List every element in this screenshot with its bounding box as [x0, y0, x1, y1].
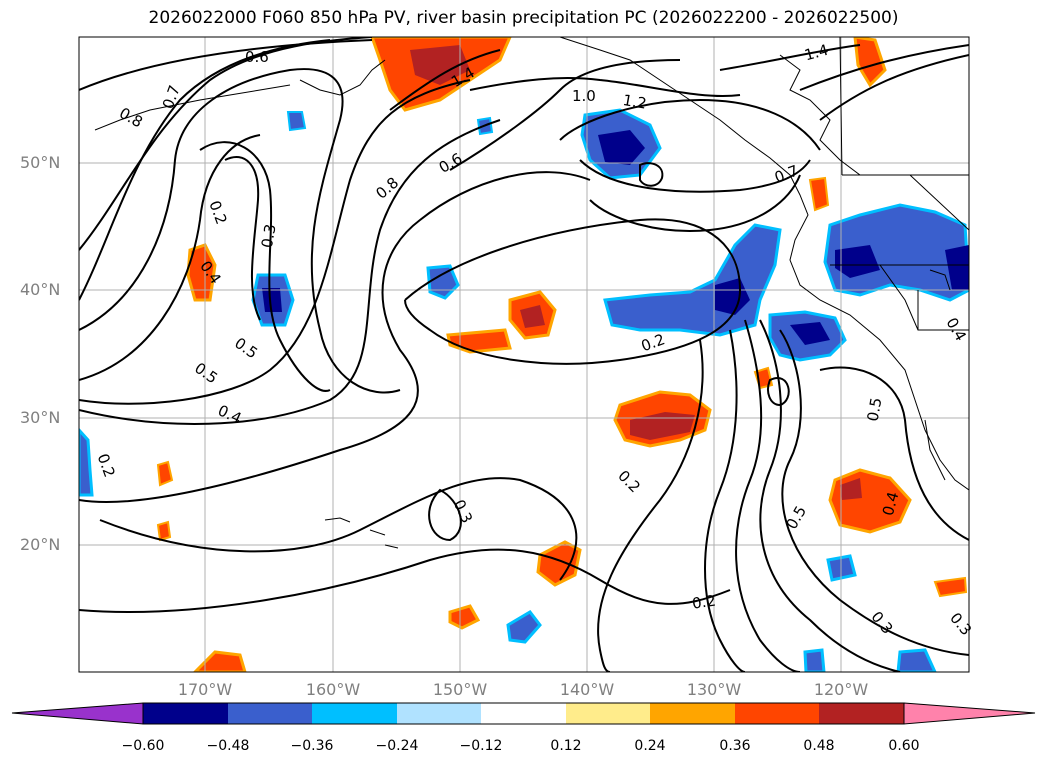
- colorbar-tick-label: 0.24: [634, 738, 666, 754]
- colorbar-extend-right: [903, 702, 1036, 725]
- colorbar-tick-label: −0.60: [121, 738, 165, 754]
- precip-blob: [896, 648, 937, 672]
- colorbar-segment: [566, 703, 650, 724]
- precip-blob: [598, 130, 645, 165]
- precip-blob: [426, 264, 460, 300]
- colorbar-segment: [228, 703, 312, 724]
- precip-blob: [715, 278, 750, 315]
- precip-blob: [945, 245, 969, 290]
- precip-blob: [853, 37, 887, 88]
- lon-label: 170°W: [177, 680, 233, 699]
- precip-blob: [286, 111, 307, 132]
- lon-label: 150°W: [432, 680, 488, 699]
- colorbar-tick-label: −0.24: [375, 738, 419, 754]
- lat-label: 30°N: [20, 408, 61, 427]
- contour-label: 0.5: [231, 334, 261, 362]
- contour-label: 0.2: [94, 451, 119, 480]
- precip-blob: [410, 45, 470, 85]
- precip-blob: [520, 305, 545, 328]
- contour-label: 1.0: [572, 87, 596, 105]
- precip-blob: [840, 478, 862, 500]
- contour-label: 0.4: [942, 314, 970, 344]
- coastlines: [94, 37, 969, 549]
- precip-blob: [536, 540, 582, 587]
- precip-blob: [156, 520, 172, 542]
- contour-label: 1.2: [621, 91, 648, 113]
- contour-label: 0.7: [159, 83, 184, 112]
- colorbar-segment: [819, 703, 904, 724]
- lat-label: 50°N: [20, 153, 61, 172]
- colorbar-tick-label: 0.48: [803, 738, 835, 754]
- contour-label: 0.5: [783, 503, 811, 533]
- contour-label: 1.4: [802, 41, 830, 65]
- contour-label: 0.8: [116, 104, 146, 132]
- precip-shading: [79, 37, 969, 672]
- contour-label: 0.8: [372, 174, 402, 203]
- precip-blob: [835, 245, 880, 278]
- contour-label: 0.5: [191, 359, 221, 387]
- colorbar-segment: [397, 703, 481, 724]
- precip-blob: [448, 604, 481, 630]
- colorbar-segment: [650, 703, 735, 724]
- colorbar-tick-label: 0.12: [550, 738, 582, 754]
- precip-blob: [933, 576, 968, 598]
- colorbar: [11, 702, 1036, 725]
- precip-blob: [603, 223, 782, 337]
- lon-label: 120°W: [813, 680, 869, 699]
- plot-frame: [78, 36, 970, 673]
- colorbar-segment: [312, 703, 397, 724]
- precip-blob: [630, 412, 695, 440]
- colorbar-extend-left: [11, 702, 144, 725]
- colorbar-segment: [143, 703, 228, 724]
- contour-label: 0.2: [691, 592, 717, 613]
- contour-label: 0.5: [864, 396, 886, 423]
- colorbar-segment: [735, 703, 819, 724]
- colorbar-frame: [142, 702, 905, 725]
- precip-blob: [446, 328, 512, 354]
- lat-label: 40°N: [20, 280, 61, 299]
- contour-label: 0.4: [879, 490, 903, 518]
- contour-label: 0.2: [205, 198, 230, 227]
- lon-label: 160°W: [305, 680, 361, 699]
- precip-blob: [262, 288, 282, 312]
- precip-blob: [192, 650, 247, 672]
- contour-label: 0.6: [245, 48, 269, 66]
- lon-label: 130°W: [686, 680, 742, 699]
- map-title: 2026022000 F060 850 hPa PV, river basin …: [148, 8, 899, 28]
- pv-contours: [79, 37, 969, 672]
- contour-label: 0.3: [946, 609, 975, 639]
- lat-label: 20°N: [20, 535, 61, 554]
- gridlines: [79, 37, 969, 672]
- colorbar-tick-label: −0.48: [206, 738, 250, 754]
- colorbar-tick-label: −0.12: [459, 738, 503, 754]
- precip-blob: [803, 648, 826, 672]
- colorbar-tick-label: −0.36: [290, 738, 334, 754]
- precip-blob: [790, 322, 830, 345]
- precip-blob: [808, 176, 830, 212]
- colorbar-segment: [481, 703, 566, 724]
- colorbar-tick-label: 0.36: [719, 738, 751, 754]
- precip-blob: [156, 460, 174, 487]
- contour-label: 0.2: [614, 467, 644, 497]
- colorbar-tick-label: 0.60: [888, 738, 920, 754]
- precip-blob: [506, 610, 542, 644]
- contour-label: 0.6: [436, 149, 466, 177]
- contour-label: 0.3: [258, 223, 280, 250]
- lon-label: 140°W: [559, 680, 615, 699]
- precip-blob: [79, 427, 94, 497]
